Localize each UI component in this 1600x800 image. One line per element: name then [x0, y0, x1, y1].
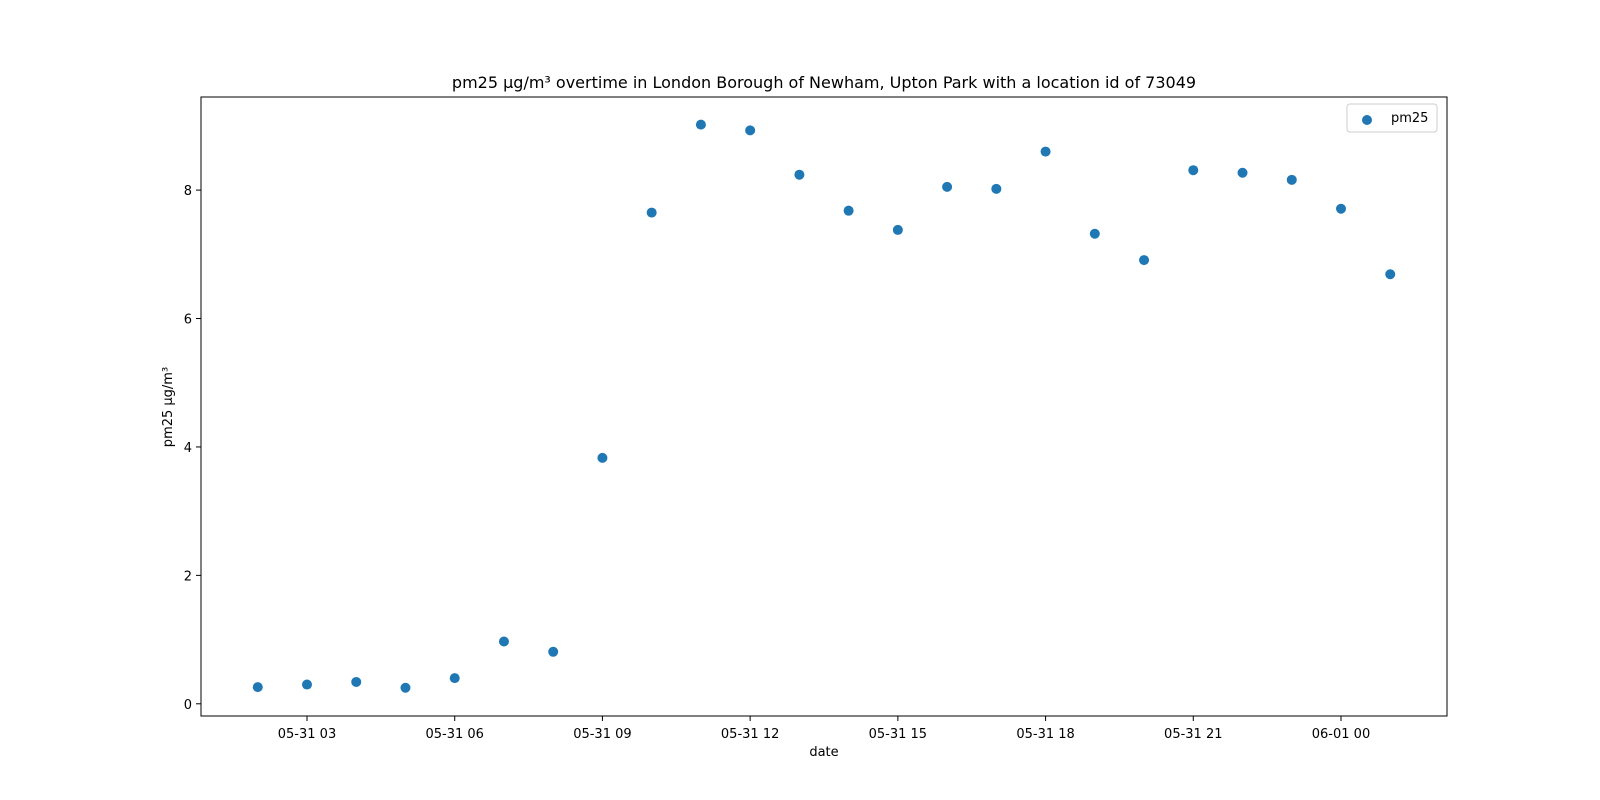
- data-point: [498, 636, 509, 647]
- legend-box: [1346, 103, 1438, 133]
- data-point: [745, 125, 756, 136]
- x-tick-label: 05-31 03: [278, 727, 336, 742]
- data-point: [1188, 165, 1199, 176]
- y-tick-label: 2: [184, 569, 192, 584]
- plot-area: 0 2 4 6 8 05-31 03 05-31 06 05-31 09 05-31 12 05-…: [184, 96, 1448, 742]
- y-tick-label: 4: [184, 441, 192, 456]
- x-tick-label: 06-01 00: [1312, 727, 1370, 742]
- data-point: [794, 169, 805, 180]
- y-tick-label: 8: [184, 184, 192, 199]
- x-tick-label: 05-31 09: [573, 727, 631, 742]
- legend-marker: [1362, 115, 1372, 125]
- x-tick-label: 05-31 06: [425, 727, 483, 742]
- chart-title: pm25 µg/m³ overtime in London Borough of…: [452, 73, 1196, 92]
- data-point: [646, 207, 657, 218]
- data-point: [991, 183, 1002, 194]
- x-tick-label: 05-31 12: [721, 727, 779, 742]
- data-point: [892, 224, 903, 235]
- data-point: [1385, 269, 1396, 280]
- x-tick-label: 05-31 18: [1016, 727, 1074, 742]
- x-axis-label: date: [809, 745, 838, 760]
- data-point: [695, 119, 706, 130]
- data-point: [1237, 167, 1248, 178]
- data-point: [351, 676, 362, 687]
- legend-label: pm25: [1391, 111, 1428, 126]
- data-point: [1089, 228, 1100, 239]
- data-point: [400, 682, 411, 693]
- data-point: [1040, 146, 1051, 157]
- axes-frame: [200, 96, 1448, 717]
- data-point: [1336, 203, 1346, 214]
- data-point: [252, 682, 263, 693]
- data-point: [1286, 174, 1297, 185]
- data-point: [942, 181, 953, 192]
- x-tick-label: 05-31 15: [869, 727, 927, 742]
- data-point: [597, 452, 608, 463]
- data-point: [449, 673, 460, 684]
- data-point: [1139, 255, 1150, 266]
- data-point: [302, 679, 312, 690]
- data-point: [843, 205, 854, 216]
- data-point: [548, 646, 559, 657]
- x-tick-label: 05-31 21: [1164, 727, 1222, 742]
- y-tick-label: 0: [184, 698, 192, 713]
- legend: pm25: [1346, 103, 1438, 133]
- y-tick-label: 6: [184, 313, 192, 328]
- y-axis-label: pm25 µg/m³: [161, 367, 176, 447]
